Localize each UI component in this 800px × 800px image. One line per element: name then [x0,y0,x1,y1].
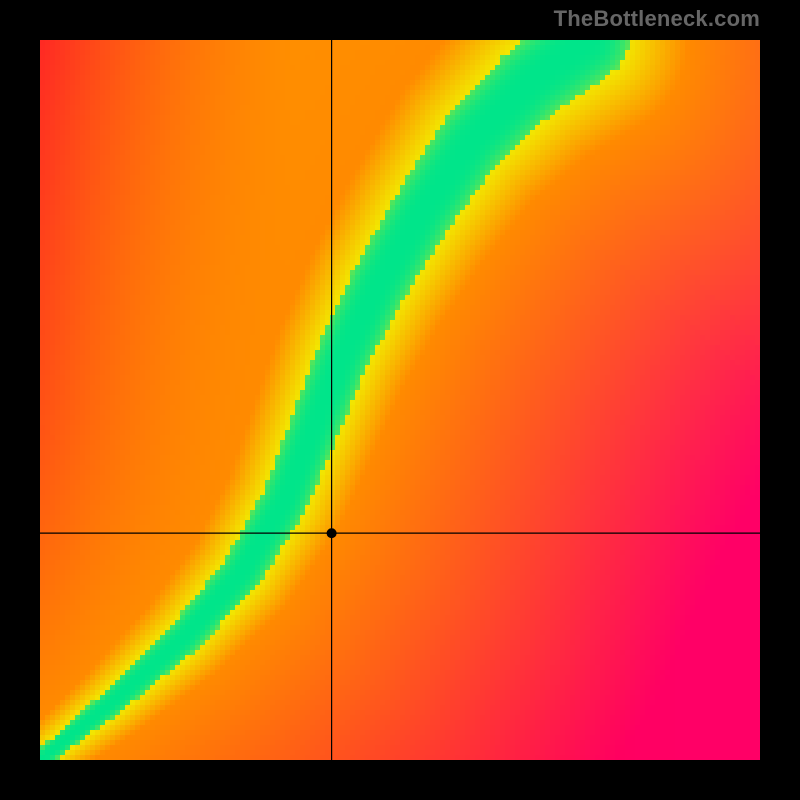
chart-frame: TheBottleneck.com [0,0,800,800]
plot-area [40,40,760,760]
watermark-text: TheBottleneck.com [554,6,760,32]
heatmap-canvas [40,40,760,760]
